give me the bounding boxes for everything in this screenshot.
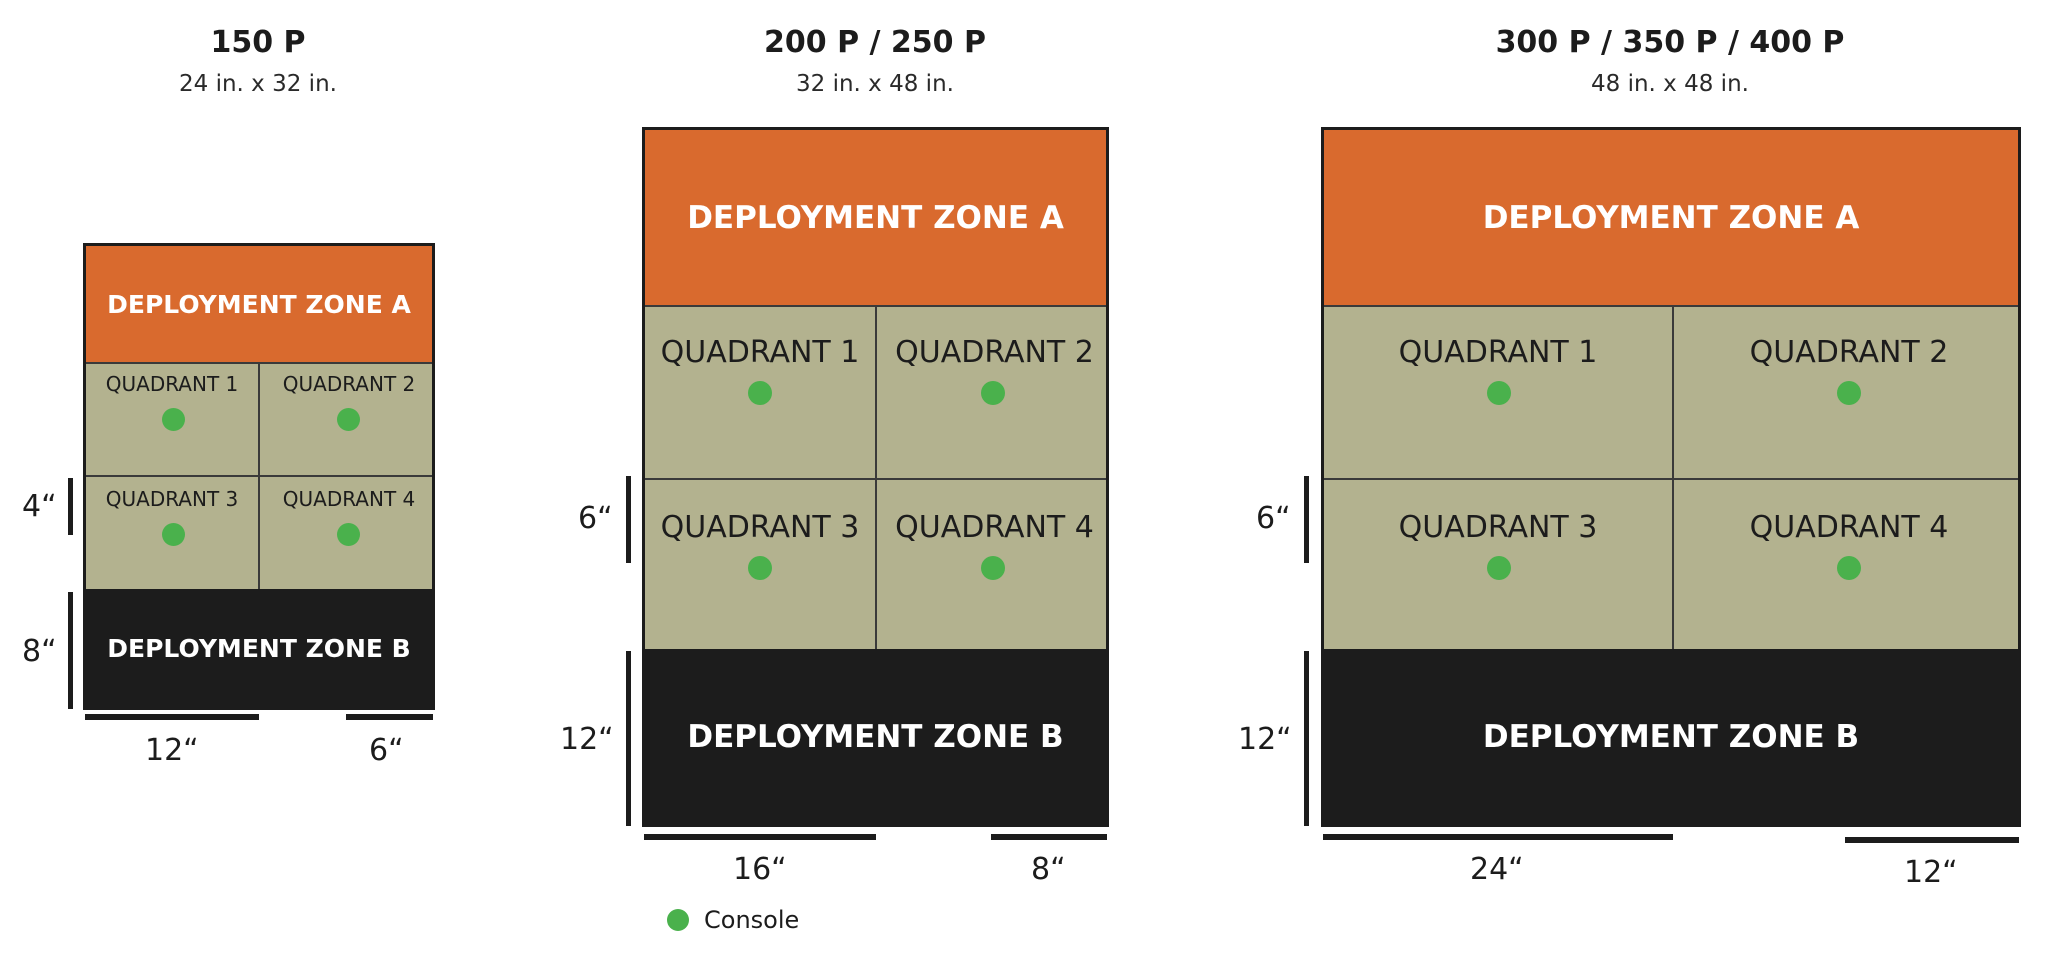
quadrant-label: QUADRANT 2 xyxy=(895,335,1094,370)
console-dot-icon xyxy=(337,408,360,431)
console-dot-icon xyxy=(1487,556,1511,580)
quadrant-4: QUADRANT 4 xyxy=(1674,480,2018,655)
dimension-label: 12“ xyxy=(145,733,199,768)
dimension-label: 6“ xyxy=(578,501,613,536)
console-dot-icon xyxy=(162,408,185,431)
quadrant-1: QUADRANT 1 xyxy=(645,305,877,480)
dimension-bar xyxy=(626,476,631,563)
console-dot-icon xyxy=(1837,556,1861,580)
dimension-bar xyxy=(1304,476,1309,563)
quadrant-label: QUADRANT 3 xyxy=(660,510,860,545)
quadrant-label: QUADRANT 3 xyxy=(105,487,239,511)
dimension-label: 12“ xyxy=(1904,855,1958,890)
dimension-label: 8“ xyxy=(1031,852,1066,887)
map-size: 48 in. x 48 in. xyxy=(1591,71,1749,97)
dimension-bar xyxy=(68,592,73,709)
console-dot-icon xyxy=(667,909,689,931)
console-dot-icon xyxy=(981,381,1005,405)
quadrant-label: QUADRANT 2 xyxy=(1749,335,1949,370)
board: DEPLOYMENT ZONE A QUADRANT 1 QUADRANT 2 … xyxy=(642,127,1109,827)
deployment-zone-a: DEPLOYMENT ZONE A xyxy=(1324,130,2018,307)
legend-label: Console xyxy=(704,906,800,934)
quadrant-label: QUADRANT 1 xyxy=(105,372,239,396)
console-dot-icon xyxy=(748,556,772,580)
quadrant-2: QUADRANT 2 xyxy=(1674,305,2018,480)
map-title: 150 P xyxy=(210,25,306,60)
quadrant-label: QUADRANT 4 xyxy=(282,487,416,511)
quadrant-label: QUADRANT 4 xyxy=(1749,510,1949,545)
quadrant-4: QUADRANT 4 xyxy=(260,477,432,592)
dimension-bar xyxy=(346,714,433,720)
dimension-bar xyxy=(991,834,1107,840)
console-dot-icon xyxy=(337,523,360,546)
quadrant-4: QUADRANT 4 xyxy=(877,480,1106,655)
dimension-label: 24“ xyxy=(1470,852,1524,887)
quadrant-3: QUADRANT 3 xyxy=(645,480,877,655)
console-dot-icon xyxy=(1487,381,1511,405)
console-dot-icon xyxy=(748,381,772,405)
map-size: 24 in. x 32 in. xyxy=(179,71,337,97)
legend: Console xyxy=(667,906,799,934)
deployment-zone-a: DEPLOYMENT ZONE A xyxy=(86,246,432,364)
deployment-zone-b: DEPLOYMENT ZONE B xyxy=(645,649,1106,824)
board: DEPLOYMENT ZONE A QUADRANT 1 QUADRANT 2 … xyxy=(83,243,435,710)
dimension-bar xyxy=(644,834,876,840)
quadrant-1: QUADRANT 1 xyxy=(86,362,260,477)
dimension-bar xyxy=(1304,651,1309,826)
quadrant-2: QUADRANT 2 xyxy=(260,362,432,477)
console-dot-icon xyxy=(1837,381,1861,405)
dimension-label: 12“ xyxy=(1238,722,1292,757)
quadrant-1: QUADRANT 1 xyxy=(1324,305,1674,480)
board: DEPLOYMENT ZONE A QUADRANT 1 QUADRANT 2 … xyxy=(1321,127,2021,827)
console-dot-icon xyxy=(162,523,185,546)
dimension-bar xyxy=(68,478,73,535)
quadrant-label: QUADRANT 1 xyxy=(1398,335,1598,370)
map-size: 32 in. x 48 in. xyxy=(796,71,954,97)
deployment-zone-b: DEPLOYMENT ZONE B xyxy=(86,589,432,707)
quadrant-label: QUADRANT 4 xyxy=(895,510,1094,545)
map-title: 300 P / 350 P / 400 P xyxy=(1495,25,1845,60)
dimension-label: 6“ xyxy=(1256,501,1291,536)
dimension-bar xyxy=(1323,834,1673,840)
quadrant-label: QUADRANT 2 xyxy=(282,372,416,396)
quadrant-label: QUADRANT 1 xyxy=(660,335,860,370)
quadrant-label: QUADRANT 3 xyxy=(1398,510,1598,545)
dimension-label: 8“ xyxy=(22,634,57,669)
dimension-label: 16“ xyxy=(733,852,787,887)
console-dot-icon xyxy=(981,556,1005,580)
dimension-label: 12“ xyxy=(560,722,614,757)
dimension-bar xyxy=(626,651,631,826)
quadrant-2: QUADRANT 2 xyxy=(877,305,1106,480)
deployment-zone-b: DEPLOYMENT ZONE B xyxy=(1324,649,2018,824)
dimension-label: 4“ xyxy=(22,489,57,524)
quadrant-3: QUADRANT 3 xyxy=(1324,480,1674,655)
map-title: 200 P / 250 P xyxy=(764,25,986,60)
deployment-zone-a: DEPLOYMENT ZONE A xyxy=(645,130,1106,307)
dimension-bar xyxy=(85,714,259,720)
quadrant-3: QUADRANT 3 xyxy=(86,477,260,592)
dimension-bar xyxy=(1845,837,2019,843)
dimension-label: 6“ xyxy=(369,733,404,768)
